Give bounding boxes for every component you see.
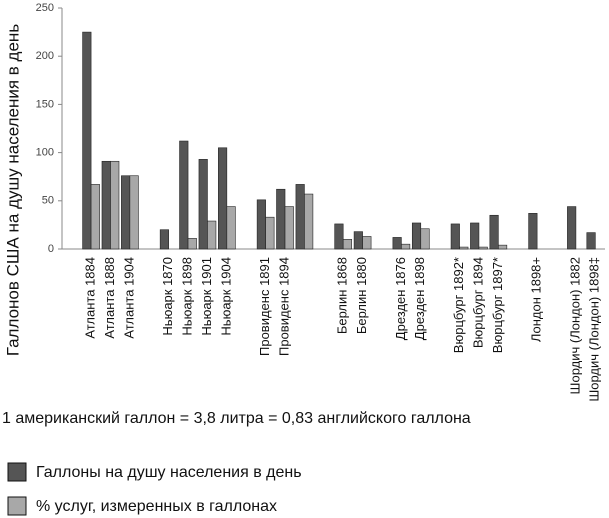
x-tick-label: Атланта 1888 — [102, 257, 117, 339]
bar — [101, 160, 111, 250]
bar — [411, 222, 422, 250]
legend-swatch — [7, 462, 27, 482]
bar — [304, 193, 314, 250]
bar — [295, 184, 305, 250]
bar — [392, 237, 402, 250]
bar — [179, 140, 189, 250]
x-tick-label: Вюрцбург 1897* — [490, 257, 505, 353]
bar — [450, 223, 460, 250]
y-tick-label: 100 — [36, 147, 54, 159]
bar — [478, 246, 488, 250]
bar — [256, 199, 266, 250]
y-tick-label: 150 — [36, 98, 54, 110]
bar — [129, 175, 139, 250]
x-tick-label: Вюрцбург 1894 — [470, 257, 485, 348]
bar — [265, 216, 275, 250]
x-tick-label: Ньюарк 1898 — [179, 257, 194, 336]
x-tick-label: Шордич (Лондон) 1898‡ — [587, 257, 602, 402]
legend-swatch — [7, 496, 27, 516]
bar — [334, 223, 344, 250]
note: 1 американский галлон = 3,8 литра = 0,83… — [2, 410, 471, 427]
x-tick-label: Ньюарк 1870 — [160, 257, 175, 336]
bar — [567, 206, 577, 250]
x-tick-label: Берлин 1868 — [335, 257, 350, 334]
bar — [121, 175, 131, 250]
y-tick-label: 50 — [42, 195, 54, 207]
x-tick-label: Ньюарк 1904 — [218, 257, 233, 336]
x-tick-label: Дрезден 1876 — [393, 257, 408, 340]
y-axis-title: Галлонов США на душу населения в день — [3, 24, 22, 356]
x-tick-label: Берлин 1880 — [354, 257, 369, 334]
legend-label: % услуг, измеренных в галлонах — [36, 498, 277, 515]
x-tick-label: Атланта 1884 — [83, 257, 98, 339]
bar — [284, 206, 294, 250]
bar — [198, 159, 208, 250]
x-tick-label: Лондон 1898+ — [529, 257, 544, 342]
bar — [586, 232, 596, 250]
bar — [420, 228, 430, 250]
bar — [353, 231, 363, 250]
bar — [159, 229, 169, 250]
x-tick-label: Дрезден 1898 — [412, 257, 427, 340]
bar — [110, 160, 120, 250]
bar — [459, 246, 469, 250]
x-tick-label: Вюрцбург 1892* — [451, 257, 466, 353]
y-tick-label: 250 — [36, 2, 54, 14]
x-tick-label: Шордич (Лондон) 1882 — [567, 257, 582, 394]
legend-label: Галлоны на душу населения в день — [36, 464, 302, 481]
bar — [187, 238, 197, 250]
bar — [498, 244, 508, 250]
bar — [489, 214, 499, 250]
bar — [226, 206, 236, 250]
bar — [90, 184, 100, 250]
bar — [207, 220, 217, 250]
bar — [528, 213, 538, 250]
x-tick-label: Ньюарк 1901 — [199, 257, 214, 336]
bar — [362, 236, 372, 250]
x-tick-label: Провиденс 1891 — [257, 257, 272, 356]
bar — [470, 222, 480, 250]
x-tick-label: Атланта 1904 — [121, 257, 136, 339]
y-tick-label: 200 — [36, 50, 54, 62]
bar — [401, 243, 411, 250]
y-tick-label: 0 — [48, 243, 54, 255]
bar — [276, 188, 286, 250]
x-tick-label: Провиденс 1894 — [276, 257, 291, 356]
bar — [342, 239, 352, 250]
bar — [82, 31, 92, 250]
bar — [218, 147, 228, 250]
